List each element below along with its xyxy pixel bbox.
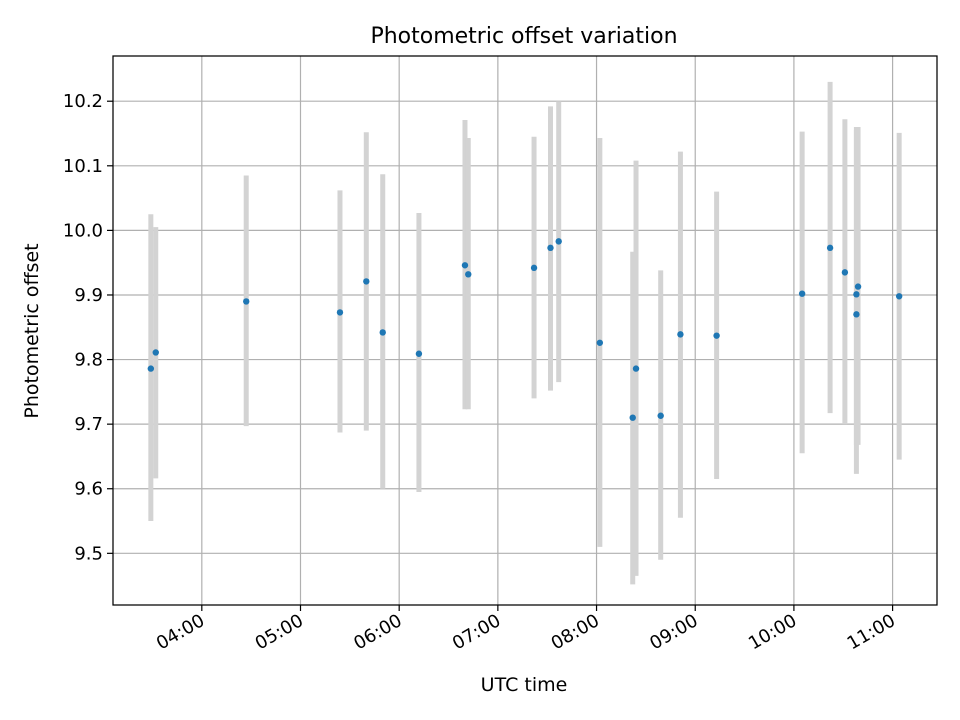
x-tick-label: 11:00 <box>844 610 899 654</box>
chart-title: Photometric offset variation <box>370 24 677 49</box>
plot-frame <box>112 55 938 606</box>
data-point <box>841 269 849 276</box>
x-axis-label: UTC time <box>481 674 568 696</box>
x-tick-label: 06:00 <box>350 610 405 654</box>
data-point <box>895 293 903 300</box>
data-point <box>363 278 370 285</box>
data-point <box>853 291 860 298</box>
data-point <box>657 412 664 419</box>
data-point <box>147 365 155 372</box>
data-point <box>465 271 472 278</box>
data-point <box>379 329 386 336</box>
x-tick-label: 10:00 <box>745 610 800 654</box>
data-point <box>530 264 538 272</box>
y-tick-label: 9.7 <box>74 414 103 435</box>
data-point <box>555 238 562 245</box>
y-tick-label: 9.6 <box>74 479 103 500</box>
y-tick-label: 9.8 <box>74 350 103 371</box>
x-tick-label: 08:00 <box>548 610 603 654</box>
data-point <box>632 365 640 372</box>
y-tick-label: 9.5 <box>74 543 103 564</box>
point-layer <box>147 238 903 421</box>
data-point <box>826 244 834 252</box>
y-axis-label: Photometric offset <box>21 243 43 418</box>
y-tick-label: 10.0 <box>63 220 103 241</box>
x-tick-label: 09:00 <box>646 610 701 654</box>
data-point <box>547 244 554 252</box>
y-tick-label: 9.9 <box>74 285 103 306</box>
data-point <box>798 290 806 297</box>
data-point <box>461 262 469 269</box>
x-tick-label: 05:00 <box>252 610 307 654</box>
x-tick-label: 04:00 <box>153 610 208 654</box>
data-point <box>629 414 636 421</box>
data-point <box>243 298 250 305</box>
y-tick-label: 10.2 <box>63 91 103 112</box>
data-point <box>853 311 860 318</box>
data-point <box>415 350 423 357</box>
errorbar-layer <box>148 81 902 585</box>
data-point <box>152 349 159 356</box>
tick-layer: 04:00 05:00 06:00 07:00 08:00 09:00 10:00 11:00… <box>63 91 899 654</box>
grid-layer <box>113 56 937 605</box>
data-point <box>336 309 344 316</box>
data-point <box>854 283 862 290</box>
data-point <box>713 332 720 339</box>
data-point <box>677 331 684 338</box>
data-point <box>596 339 604 346</box>
x-tick-label: 07:00 <box>449 610 504 654</box>
y-tick-label: 10.1 <box>63 156 103 177</box>
